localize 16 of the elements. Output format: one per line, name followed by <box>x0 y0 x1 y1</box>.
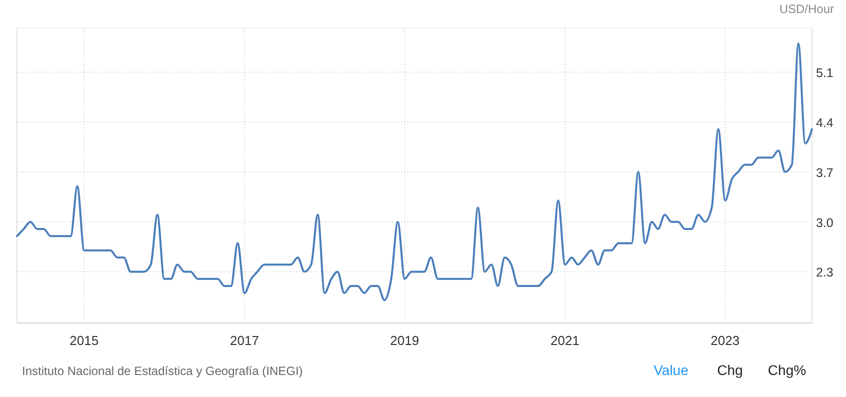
x-tick-label: 2023 <box>710 333 740 348</box>
x-tick-label: 2017 <box>230 333 259 348</box>
text: Chg% <box>768 362 806 378</box>
y-tick-label: 3.7 <box>816 166 834 180</box>
y-tick-label: 4.4 <box>816 116 834 130</box>
y-tick-label: 5.1 <box>816 66 834 80</box>
text: Instituto Nacional de Estadística y Geografía (INEGI) <box>22 364 303 378</box>
x-tick-label: 2021 <box>550 333 580 348</box>
x-tick-label: 2019 <box>390 333 420 348</box>
y-tick-label: 2.3 <box>816 266 834 280</box>
y-axis-title: USD/Hour <box>779 2 834 16</box>
y-tick-label: 3.0 <box>816 216 834 230</box>
text: Chg <box>717 362 743 378</box>
x-tick-label: 2015 <box>70 333 99 348</box>
text: Value <box>654 362 689 378</box>
line-series <box>16 42 813 302</box>
